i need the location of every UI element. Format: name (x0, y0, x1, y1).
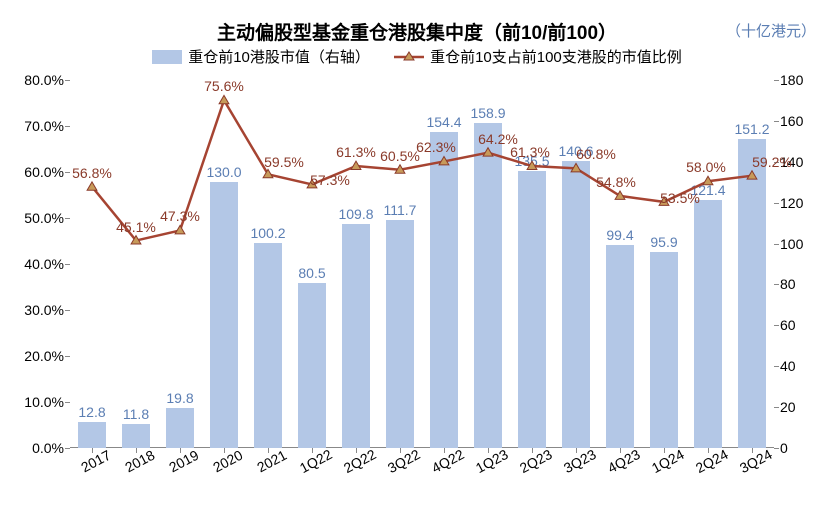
y-left-tick: 50.0% (24, 210, 70, 226)
x-tick-label: 3Q22 (385, 446, 423, 476)
y-right-tick-mark (774, 448, 779, 449)
x-tick-label: 2021 (254, 447, 289, 476)
x-tick-mark (664, 448, 665, 453)
pct-value-label: 60.5% (380, 148, 420, 164)
y-right-tick-mark (774, 325, 779, 326)
pct-value-label: 53.5% (660, 190, 700, 206)
x-tick-label: 2017 (78, 447, 113, 476)
legend-swatch-bar (152, 50, 182, 64)
line-series (70, 80, 774, 448)
pct-value-label: 61.3% (336, 144, 376, 160)
legend-label-bar: 重仓前10港股市值（右轴） (188, 46, 370, 67)
x-tick-label: 1Q24 (649, 446, 687, 476)
x-tick-label: 1Q22 (297, 446, 335, 476)
legend-item-bar: 重仓前10港股市值（右轴） (152, 46, 370, 67)
x-tick-label: 2019 (166, 447, 201, 476)
y-left-tick-mark (65, 448, 70, 449)
x-tick-label: 2Q24 (693, 446, 731, 476)
chart-title: 主动偏股型基金重仓港股集中度（前10/前100） (0, 18, 834, 45)
line-marker (87, 182, 97, 190)
y-left-tick: 60.0% (24, 164, 70, 180)
y-left-tick: 30.0% (24, 302, 70, 318)
plot-area: 12.811.819.8130.0100.280.5109.8111.7154.… (70, 80, 774, 448)
x-tick-label: 2018 (122, 447, 157, 476)
y-left-tick: 20.0% (24, 348, 70, 364)
pct-value-label: 62.3% (416, 139, 456, 155)
x-tick-label: 1Q23 (473, 446, 511, 476)
x-tick-label: 4Q22 (429, 446, 467, 476)
y-left-tick: 10.0% (24, 394, 70, 410)
y-right-tick-mark (774, 366, 779, 367)
y-left-tick: 40.0% (24, 256, 70, 272)
y-left-tick-mark (65, 126, 70, 127)
pct-value-label: 57.3% (310, 172, 350, 188)
legend: 重仓前10港股市值（右轴） 重仓前10支占前100支港股的市值比例 (0, 46, 834, 68)
pct-value-label: 61.3% (510, 144, 550, 160)
line-marker (483, 148, 493, 156)
y-left-tick-mark (65, 264, 70, 265)
y-left-tick-mark (65, 172, 70, 173)
legend-swatch-line (394, 50, 424, 64)
x-tick-mark (752, 448, 753, 453)
y-left-tick-mark (65, 80, 70, 81)
x-tick-mark (708, 448, 709, 453)
x-tick-label: 3Q23 (561, 446, 599, 476)
y-left-tick-mark (65, 402, 70, 403)
x-tick-mark (620, 448, 621, 453)
y-right-tick-mark (774, 203, 779, 204)
y-left-tick-mark (65, 310, 70, 311)
x-tick-mark (356, 448, 357, 453)
x-tick-mark (488, 448, 489, 453)
x-tick-label: 2020 (210, 447, 245, 476)
y-right-tick-mark (774, 284, 779, 285)
x-tick-mark (400, 448, 401, 453)
x-tick-mark (136, 448, 137, 453)
pct-value-label: 59.5% (264, 154, 304, 170)
x-tick-mark (444, 448, 445, 453)
x-tick-mark (576, 448, 577, 453)
x-tick-label: 2Q22 (341, 446, 379, 476)
pct-value-label: 59.2% (752, 154, 792, 170)
y-left-tick: 70.0% (24, 118, 70, 134)
x-tick-mark (312, 448, 313, 453)
legend-item-line: 重仓前10支占前100支港股的市值比例 (394, 46, 682, 67)
y-left-tick-mark (65, 356, 70, 357)
pct-value-label: 60.8% (576, 146, 616, 162)
y-right-tick-mark (774, 80, 779, 81)
y-right-tick-mark (774, 121, 779, 122)
line-marker (175, 226, 185, 234)
pct-value-label: 58.0% (686, 159, 726, 175)
y-right-tick-mark (774, 407, 779, 408)
y-left-tick: 80.0% (24, 72, 70, 88)
y-right-tick-mark (774, 244, 779, 245)
x-tick-label: 2Q23 (517, 446, 555, 476)
line-marker (219, 95, 229, 103)
pct-value-label: 56.8% (72, 165, 112, 181)
x-tick-label: 3Q24 (737, 446, 775, 476)
x-tick-mark (532, 448, 533, 453)
pct-value-label: 54.8% (596, 174, 636, 190)
right-axis-unit: （十亿港元） (726, 20, 816, 41)
legend-label-line: 重仓前10支占前100支港股的市值比例 (430, 46, 682, 67)
chart-container: 主动偏股型基金重仓港股集中度（前10/前100） （十亿港元） 重仓前10港股市… (0, 0, 834, 508)
pct-value-label: 75.6% (204, 78, 244, 94)
x-tick-label: 4Q23 (605, 446, 643, 476)
x-tick-mark (224, 448, 225, 453)
pct-value-label: 45.1% (116, 219, 156, 235)
pct-value-label: 47.3% (160, 208, 200, 224)
y-left-tick-mark (65, 218, 70, 219)
x-tick-mark (92, 448, 93, 453)
x-tick-mark (268, 448, 269, 453)
x-tick-mark (180, 448, 181, 453)
